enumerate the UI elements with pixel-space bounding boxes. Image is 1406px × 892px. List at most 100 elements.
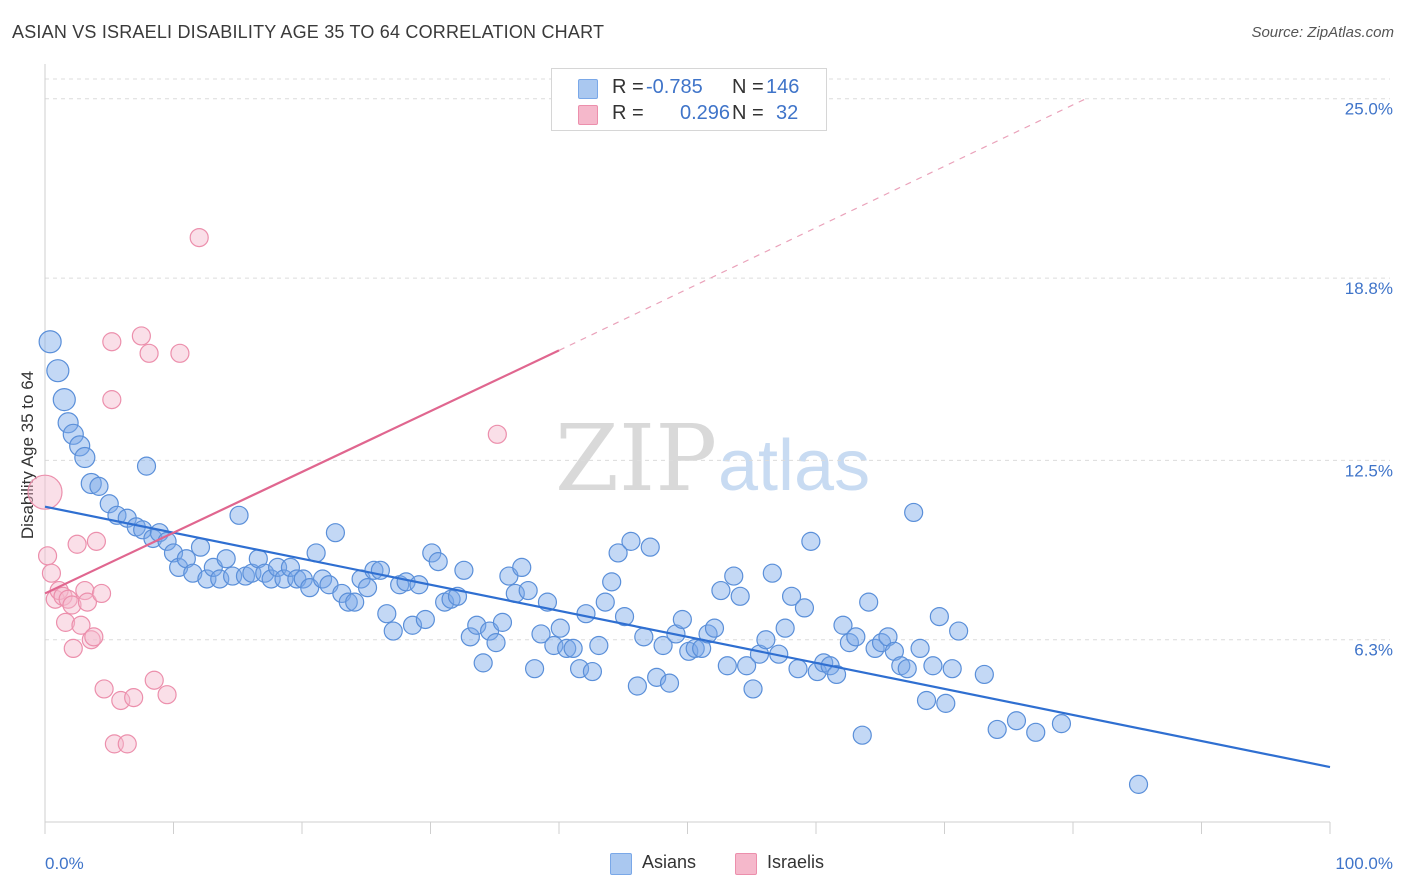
watermark-atlas: atlas (718, 426, 870, 506)
point-asians (473, 653, 493, 673)
point-asians (781, 586, 802, 606)
point-asians (280, 557, 301, 578)
point-asians (942, 659, 962, 679)
point-asians (557, 638, 577, 659)
trendline-israelis (44, 349, 560, 595)
point-asians (136, 456, 157, 476)
legend-n-value: 146 (766, 76, 800, 98)
point-asians (518, 580, 538, 601)
point-israelis (86, 531, 107, 551)
legend-n-label: N = (732, 102, 764, 124)
point-asians (1026, 722, 1046, 742)
legend-r-label: R = (612, 102, 644, 124)
point-asians (57, 412, 79, 434)
point-asians (52, 388, 76, 412)
point-asians (338, 592, 358, 612)
point-asians (62, 423, 84, 445)
point-israelis (84, 627, 104, 647)
point-asians (183, 563, 203, 583)
point-asians (428, 552, 448, 572)
point-israelis (102, 390, 122, 410)
point-asians (737, 656, 757, 676)
legend-r-value: -0.785 (646, 76, 703, 98)
point-asians (415, 609, 435, 630)
point-asians (904, 502, 924, 523)
point-asians (659, 673, 680, 693)
point-asians (717, 656, 737, 676)
legend-r-value: 0.296 (680, 102, 731, 124)
point-asians (634, 627, 654, 647)
point-israelis (144, 670, 164, 690)
point-israelis (41, 563, 62, 583)
point-israelis (27, 474, 63, 510)
point-asians (512, 557, 532, 578)
point-asians (801, 531, 821, 551)
point-asians (377, 604, 397, 624)
point-israelis (62, 595, 82, 615)
y-tick-label: 12.5% (1345, 461, 1393, 480)
point-asians (756, 630, 776, 650)
point-israelis (75, 580, 95, 601)
point-asians (69, 435, 91, 457)
point-asians (563, 638, 583, 659)
point-asians (916, 690, 937, 711)
point-israelis (487, 424, 507, 444)
watermark-zip: ZIP (555, 405, 717, 512)
legend-swatch-israelis (578, 105, 598, 125)
point-asians (614, 606, 635, 627)
point-asians (788, 659, 808, 679)
point-asians (608, 543, 628, 563)
y-tick-label: 18.8% (1345, 279, 1393, 298)
legend-n-label: N = (732, 76, 764, 98)
point-asians (460, 627, 480, 647)
point-asians (492, 612, 513, 632)
point-israelis (102, 332, 122, 352)
legend-r-label: R = (612, 76, 644, 98)
point-asians (531, 624, 551, 644)
point-asians (1051, 714, 1072, 734)
point-asians (627, 676, 647, 696)
point-asians (621, 531, 641, 551)
point-asians (229, 505, 249, 525)
point-israelis (157, 685, 177, 705)
point-israelis (67, 534, 87, 554)
point-asians (910, 638, 930, 659)
point-asians (711, 580, 731, 601)
point-israelis (131, 326, 151, 346)
point-israelis (71, 615, 91, 635)
point-israelis (77, 592, 98, 612)
point-asians (74, 446, 96, 469)
point-asians (80, 472, 102, 495)
point-israelis (91, 583, 112, 604)
correlation-legend: R = -0.785 N = 146 R = 0.296 N = 32 (551, 68, 827, 131)
point-asians (89, 476, 109, 496)
point-asians (582, 661, 603, 682)
point-asians (897, 659, 917, 679)
point-asians (1128, 774, 1149, 794)
point-asians (775, 618, 795, 638)
point-asians (454, 560, 474, 580)
point-israelis (37, 546, 58, 566)
chart-title: ASIAN VS ISRAELI DISABILITY AGE 35 TO 64… (12, 22, 605, 42)
source-label: Source: ZipAtlas.com (1251, 24, 1394, 41)
point-asians (653, 635, 673, 656)
bottom-legend-label-asians: Asians (642, 852, 697, 872)
point-asians (923, 656, 943, 676)
point-israelis (94, 679, 114, 699)
point-asians (929, 606, 949, 627)
point-israelis (139, 343, 159, 363)
point-israelis (124, 687, 144, 708)
point-asians (846, 627, 866, 647)
point-asians (357, 578, 378, 598)
point-asians (345, 592, 365, 612)
bottom-legend-label-israelis: Israelis (767, 852, 825, 872)
point-asians (589, 635, 609, 656)
point-israelis (55, 612, 76, 632)
point-asians (859, 592, 879, 612)
point-asians (38, 330, 62, 354)
x-tick-label-max: 100.0% (1335, 854, 1393, 873)
point-asians (216, 549, 236, 569)
bottom-legend-swatch-asians (610, 853, 632, 875)
point-asians (46, 359, 70, 383)
